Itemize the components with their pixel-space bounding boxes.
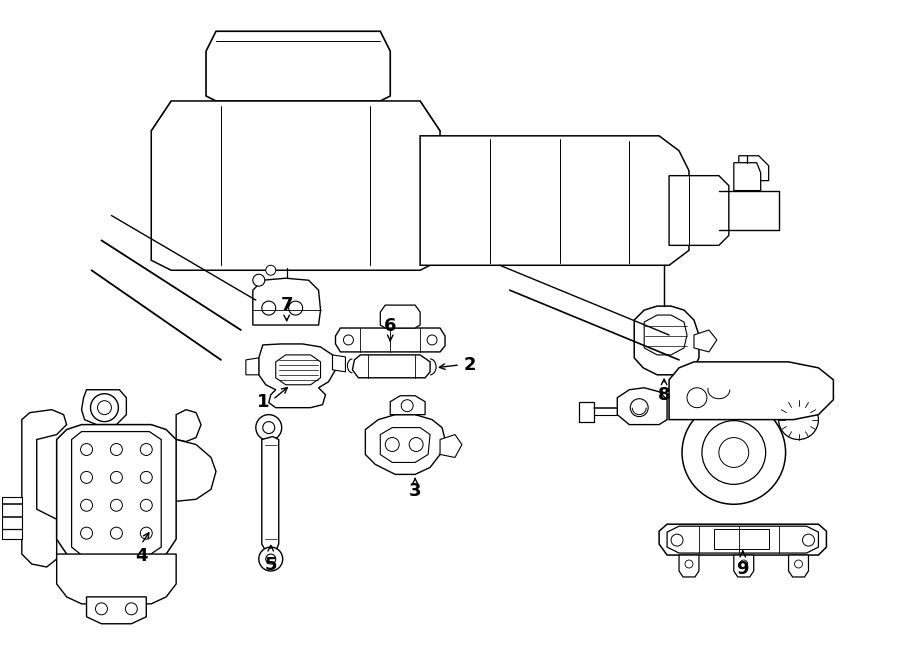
Circle shape [111, 471, 122, 483]
Polygon shape [734, 163, 760, 190]
Polygon shape [262, 436, 279, 554]
Circle shape [81, 471, 93, 483]
Circle shape [289, 301, 302, 315]
Polygon shape [617, 388, 667, 424]
Circle shape [81, 527, 93, 539]
Circle shape [81, 444, 93, 455]
Circle shape [111, 444, 122, 455]
Polygon shape [365, 414, 445, 475]
Circle shape [671, 534, 683, 546]
Polygon shape [644, 315, 687, 355]
Circle shape [140, 471, 152, 483]
Circle shape [140, 499, 152, 511]
Polygon shape [176, 410, 201, 442]
Polygon shape [634, 306, 699, 375]
Polygon shape [246, 358, 259, 375]
Circle shape [702, 420, 766, 485]
Polygon shape [206, 31, 391, 101]
Circle shape [125, 603, 138, 615]
Polygon shape [353, 355, 430, 378]
Circle shape [428, 335, 437, 345]
Circle shape [803, 534, 815, 546]
Circle shape [385, 438, 400, 451]
Polygon shape [440, 434, 462, 457]
Polygon shape [332, 355, 346, 372]
Polygon shape [253, 278, 320, 325]
Circle shape [81, 499, 93, 511]
Polygon shape [734, 555, 753, 577]
Polygon shape [72, 432, 161, 555]
Circle shape [401, 400, 413, 412]
Polygon shape [57, 554, 176, 604]
Circle shape [111, 527, 122, 539]
Circle shape [740, 560, 748, 568]
Circle shape [111, 499, 122, 511]
Circle shape [91, 394, 119, 422]
Polygon shape [679, 555, 699, 577]
Text: 7: 7 [281, 296, 292, 314]
Polygon shape [2, 497, 22, 539]
Polygon shape [714, 529, 769, 549]
Circle shape [262, 301, 275, 315]
Circle shape [344, 335, 354, 345]
Polygon shape [739, 156, 769, 180]
Circle shape [97, 401, 112, 414]
Circle shape [266, 265, 275, 275]
Circle shape [778, 400, 818, 440]
Circle shape [140, 444, 152, 455]
Text: 3: 3 [409, 483, 421, 500]
Circle shape [687, 388, 707, 408]
Polygon shape [580, 402, 594, 422]
Text: 8: 8 [658, 386, 670, 404]
Circle shape [719, 438, 749, 467]
Polygon shape [259, 344, 336, 408]
Polygon shape [694, 330, 717, 352]
Circle shape [266, 554, 275, 564]
Circle shape [256, 414, 282, 440]
Circle shape [795, 560, 803, 568]
Circle shape [140, 527, 152, 539]
Circle shape [630, 399, 648, 416]
Text: 1: 1 [256, 393, 269, 410]
Text: 2: 2 [464, 356, 476, 374]
Polygon shape [336, 328, 445, 352]
Polygon shape [391, 396, 425, 414]
Polygon shape [159, 440, 216, 501]
Circle shape [682, 401, 786, 504]
Circle shape [263, 422, 274, 434]
Circle shape [95, 603, 107, 615]
Text: 6: 6 [384, 317, 397, 335]
Polygon shape [82, 390, 126, 424]
Polygon shape [86, 597, 147, 624]
Polygon shape [57, 424, 176, 561]
Polygon shape [22, 410, 67, 567]
Circle shape [253, 274, 265, 286]
Polygon shape [381, 428, 430, 463]
Polygon shape [669, 176, 729, 245]
Polygon shape [788, 555, 808, 577]
Polygon shape [275, 355, 320, 385]
Polygon shape [381, 305, 420, 328]
Polygon shape [667, 526, 818, 553]
Polygon shape [669, 362, 833, 420]
Text: 4: 4 [135, 547, 148, 565]
Polygon shape [151, 101, 440, 270]
Circle shape [410, 438, 423, 451]
Circle shape [685, 560, 693, 568]
Text: 9: 9 [736, 560, 749, 578]
Text: 5: 5 [265, 556, 277, 574]
Polygon shape [659, 524, 826, 555]
Circle shape [259, 547, 283, 571]
Polygon shape [420, 136, 689, 265]
